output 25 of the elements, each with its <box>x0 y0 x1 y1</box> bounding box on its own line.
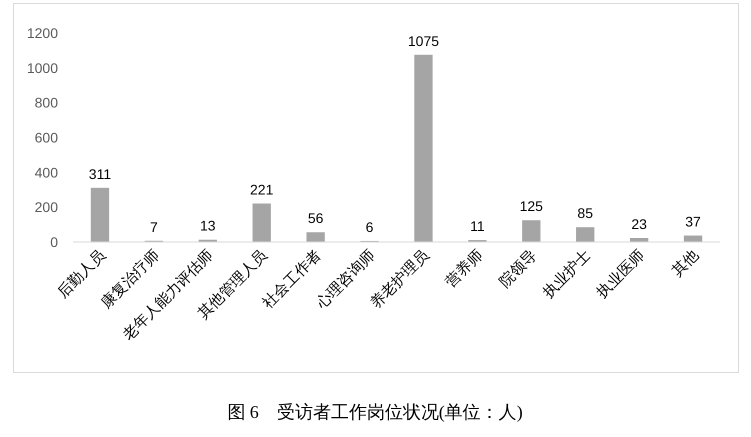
y-tick-label: 600 <box>34 130 58 146</box>
x-tick-label: 执业医师 <box>594 246 648 302</box>
data-label: 23 <box>631 216 648 232</box>
data-label: 13 <box>200 218 216 234</box>
x-tick-label: 营养师 <box>442 246 486 291</box>
y-tick-label: 800 <box>34 94 58 111</box>
data-label: 311 <box>88 166 112 182</box>
caption: 图 6 受访者工作岗位状况(单位：人) <box>227 402 523 422</box>
data-label: 221 <box>250 182 274 198</box>
x-tick-label: 执业护士 <box>540 246 594 302</box>
data-label: 1075 <box>408 32 440 49</box>
data-label: 7 <box>150 218 158 235</box>
y-tick-label: 400 <box>34 164 58 180</box>
data-label: 125 <box>520 198 544 214</box>
x-tick-label: 其他 <box>668 246 702 280</box>
data-label: 85 <box>577 205 594 222</box>
y-tick-label: 1200 <box>26 25 58 41</box>
y-tick-label: 200 <box>34 199 58 216</box>
y-tick-label: 0 <box>50 234 58 250</box>
data-label: 11 <box>470 218 485 234</box>
data-label: 56 <box>308 210 324 226</box>
y-tick-label: 1000 <box>26 60 58 76</box>
x-tick-label: 院领导 <box>496 246 540 291</box>
data-label: 6 <box>366 218 374 235</box>
data-label: 37 <box>685 214 702 230</box>
